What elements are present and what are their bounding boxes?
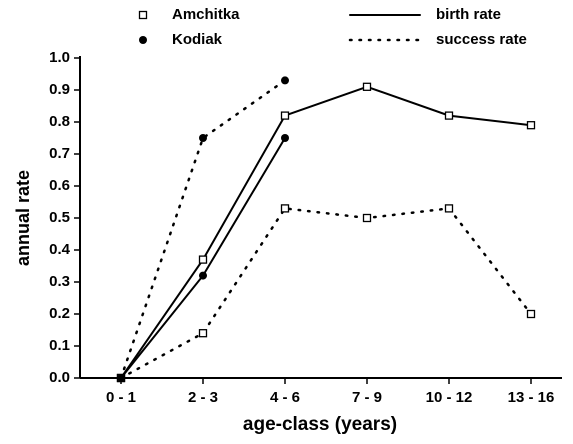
marker (117, 374, 125, 382)
x-tick-label: 7 - 9 (352, 389, 382, 406)
y-tick-label: 0.3 (49, 273, 70, 290)
marker (526, 309, 536, 319)
marker (138, 10, 148, 20)
marker (526, 121, 536, 130)
series-line (119, 79, 287, 380)
y-axis-label: annual rate (13, 170, 33, 266)
series-line (119, 207, 533, 380)
marker (362, 82, 372, 91)
x-tick-label: 13 - 16 (508, 389, 555, 406)
marker (139, 36, 147, 44)
y-tick-label: 0.1 (49, 337, 70, 354)
x-tick-label: 10 - 12 (426, 389, 473, 406)
y-tick-label: 0.4 (49, 241, 71, 258)
marker (280, 204, 290, 213)
y-tick-label: 0.5 (49, 209, 70, 226)
x-tick-label: 4 - 6 (270, 389, 300, 406)
x-tick-label: 2 - 3 (188, 389, 218, 406)
y-tick-label: 0.9 (49, 81, 70, 98)
legend-label: Kodiak (172, 31, 223, 48)
y-tick-label: 0.2 (49, 305, 70, 322)
legend-label: birth rate (436, 6, 501, 23)
marker (199, 271, 207, 280)
marker (199, 134, 207, 142)
y-tick-label: 0.8 (49, 113, 70, 130)
y-tick-label: 1.0 (49, 49, 70, 66)
x-axis-label: age-class (years) (243, 414, 397, 435)
marker (281, 134, 289, 142)
marker (281, 76, 289, 85)
y-tick-label: 0.7 (49, 145, 70, 162)
legend-label: success rate (436, 31, 527, 48)
marker (444, 111, 454, 120)
x-tick-label: 0 - 1 (106, 389, 136, 406)
marker (198, 255, 208, 264)
legend-label: Amchitka (172, 6, 240, 23)
marker (280, 111, 290, 120)
marker (362, 213, 372, 223)
y-tick-label: 0.6 (49, 177, 70, 194)
marker (444, 204, 454, 213)
series-line (120, 85, 532, 379)
marker (198, 329, 208, 338)
y-tick-label: 0.0 (49, 369, 70, 386)
